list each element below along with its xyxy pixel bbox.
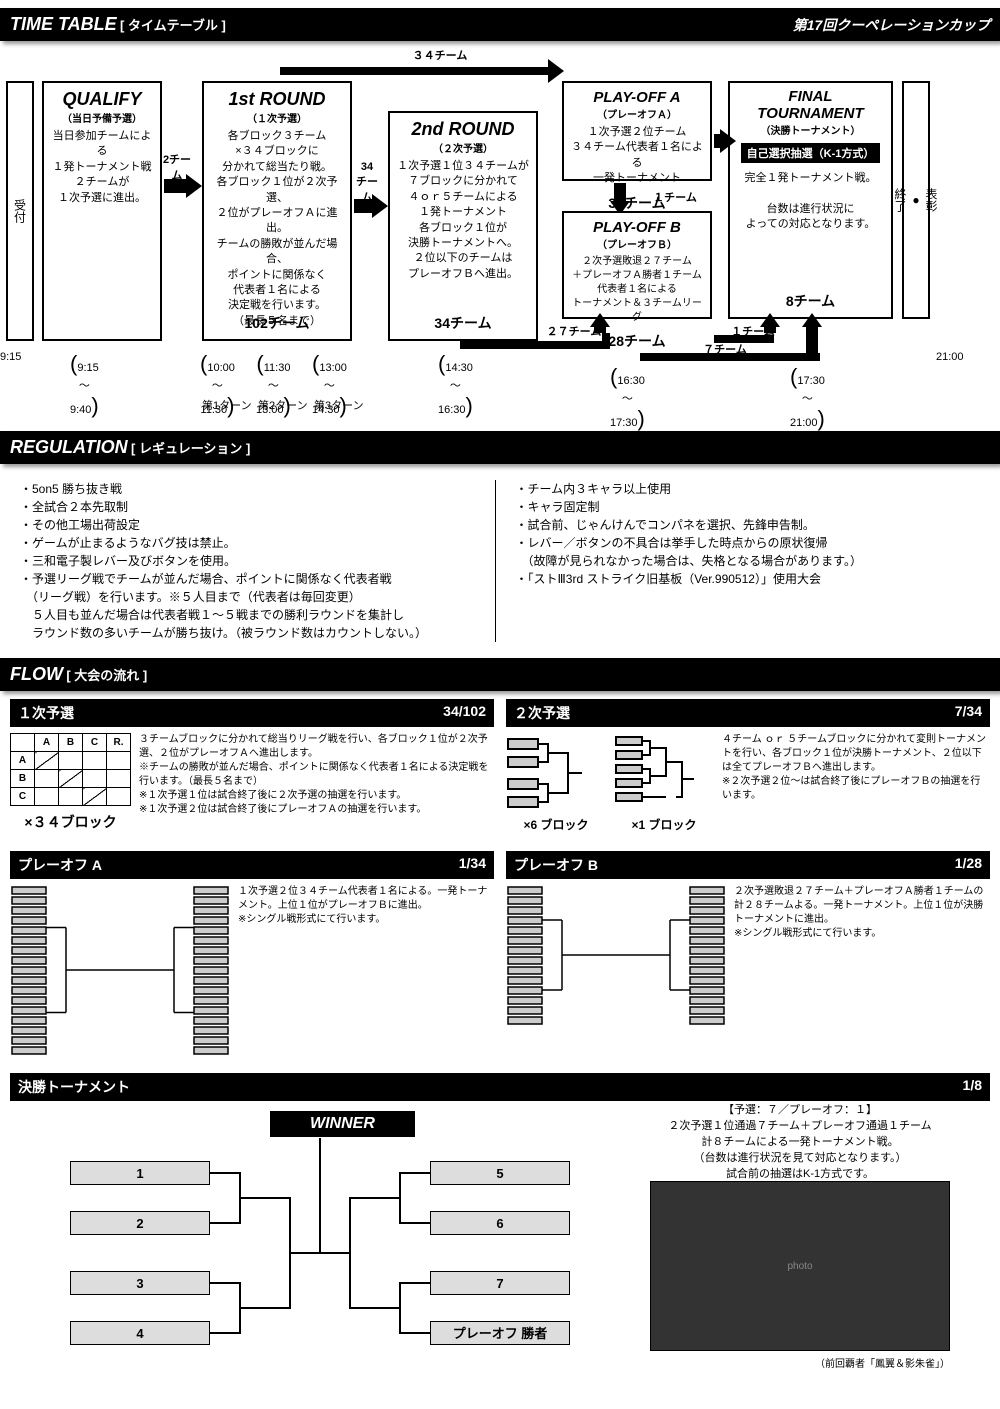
time-2100: 21:00	[936, 351, 964, 363]
header-en: TIME TABLE	[10, 14, 117, 34]
time-915: 9:15	[0, 351, 21, 363]
slot-7: 7	[430, 1271, 570, 1295]
mini-table-wrap: ABCR. A B C ×３４ブロック	[10, 733, 131, 832]
champion-photo: photo	[650, 1181, 950, 1351]
time-915b: (9:15 〜 9:40)	[70, 351, 99, 419]
slot-3: 3	[70, 1271, 210, 1295]
bracket-28	[506, 885, 726, 1055]
arrow-1-to-2	[354, 191, 374, 221]
slot-4: 4	[70, 1321, 210, 1345]
arrow-a-f	[714, 131, 722, 151]
hbar-1	[714, 335, 774, 343]
hbar-27	[460, 341, 610, 349]
winner-label: WINNER	[270, 1111, 415, 1137]
header-regulation: REGULATION [ レギュレーション ]	[0, 431, 1000, 464]
pill-k1: 自己選択抽選（K-1方式）	[741, 143, 881, 163]
bracket-6: ×6 ブロック	[506, 733, 606, 833]
header-timetable: TIME TABLE [ タイムテーブル ] 第17回クーペレーションカップ	[0, 8, 1000, 41]
bracket-34	[10, 885, 230, 1055]
slot-2: 2	[70, 1211, 210, 1235]
panel-1ji: １次予選34/102 ABCR. A B C ×３４ブロック ３チームブロックに…	[10, 699, 494, 839]
turn3: 第3ターン	[314, 397, 364, 413]
time-1730: (17:30 〜 21:00)	[790, 364, 825, 432]
final-text: 【予選：７／プレーオフ：１】 ２次予選１位通過７チーム＋プレーオフ通過１チーム …	[630, 1101, 970, 1181]
time-1630: (16:30 〜 17:30)	[610, 364, 645, 432]
turn1: 第1ターン	[202, 397, 252, 413]
panel-playoffA: プレーオフ A1/34 １次予選２位３４チーム代表者１名による。一発トーナメント…	[10, 851, 494, 1061]
panel-playoffB: プレーオフ B1/28 ２次予選敗退２７チーム＋プレーオフＡ勝者１チームの計２８…	[506, 851, 990, 1061]
box-round2: 2nd ROUND （２次予選） １次予選１位３４チームが ７ブロックに分かれて…	[388, 111, 538, 341]
slot-1: 1	[70, 1161, 210, 1185]
timetable-diagram: 受付 QUALIFY （当日予備予選） 当日参加チームによる １発トーナメント戦…	[0, 51, 1000, 411]
box-playoffB: PLAY-OFF B （プレーオフＢ） ２次予選敗退２７チーム ＋プレーオフＡ勝…	[562, 211, 712, 319]
regulation-body: ・5on5 勝ち抜き戦 ・全試合２本先取制 ・その他工場出荷設定 ・ゲームが止ま…	[0, 472, 1000, 650]
box-qualify: QUALIFY （当日予備予選） 当日参加チームによる １発トーナメント戦 ２チ…	[42, 81, 162, 341]
arrow-top	[280, 61, 550, 81]
slot-5: 5	[430, 1161, 570, 1185]
reg-right: ・チーム内３キャラ以上使用 ・キャラ固定制 ・試合前、じゃんけんでコンパネを選択…	[516, 480, 981, 642]
header-jp: [ タイムテーブル ]	[120, 18, 226, 33]
panel-final: 決勝トーナメント1/8 WINNER 1 2 3 4 5 6 7 プレーオフ 勝…	[10, 1073, 990, 1381]
time-1430: (14:30 〜 16:30)	[438, 351, 473, 419]
vbar-27	[602, 333, 610, 349]
turn2: 第2ターン	[258, 397, 308, 413]
reg-left: ・5on5 勝ち抜き戦 ・全試合２本先取制 ・その他工場出荷設定 ・ゲームが止ま…	[20, 480, 496, 642]
bracket-1: ×1 ブロック	[614, 733, 714, 833]
box-playoffA: PLAY-OFF A （プレーオフＡ） １次予選２位チーム ３４チーム代表者１名…	[562, 81, 712, 181]
panel-2ji: ２次予選7/34 ×6 ブロック	[506, 699, 990, 839]
flow-body: １次予選34/102 ABCR. A B C ×３４ブロック ３チームブロックに…	[0, 699, 1000, 1381]
slot-6: 6	[430, 1211, 570, 1235]
header-flow: FLOW [ 大会の流れ ]	[0, 658, 1000, 691]
league-table: ABCR. A B C	[10, 733, 131, 806]
photo-caption: （前回覇者「鳳翼＆影朱雀」）	[650, 1355, 950, 1370]
box-final: FINAL TOURNAMENT （決勝トーナメント） 自己選択抽選（K-1方式…	[728, 81, 893, 319]
box-round1: 1st ROUND （１次予選） 各ブロック３チーム ×３４ブロックに 分かれて…	[202, 81, 352, 341]
box-awards: 表彰 ● 終了	[902, 81, 930, 319]
hbar-7	[640, 353, 820, 361]
slot-8: プレーオフ 勝者	[430, 1321, 570, 1345]
header-right: 第17回クーペレーションカップ	[793, 15, 990, 35]
box-reception: 受付	[6, 81, 34, 341]
label-1team: １チーム	[650, 189, 700, 205]
arrow-q-to-1	[164, 171, 188, 201]
